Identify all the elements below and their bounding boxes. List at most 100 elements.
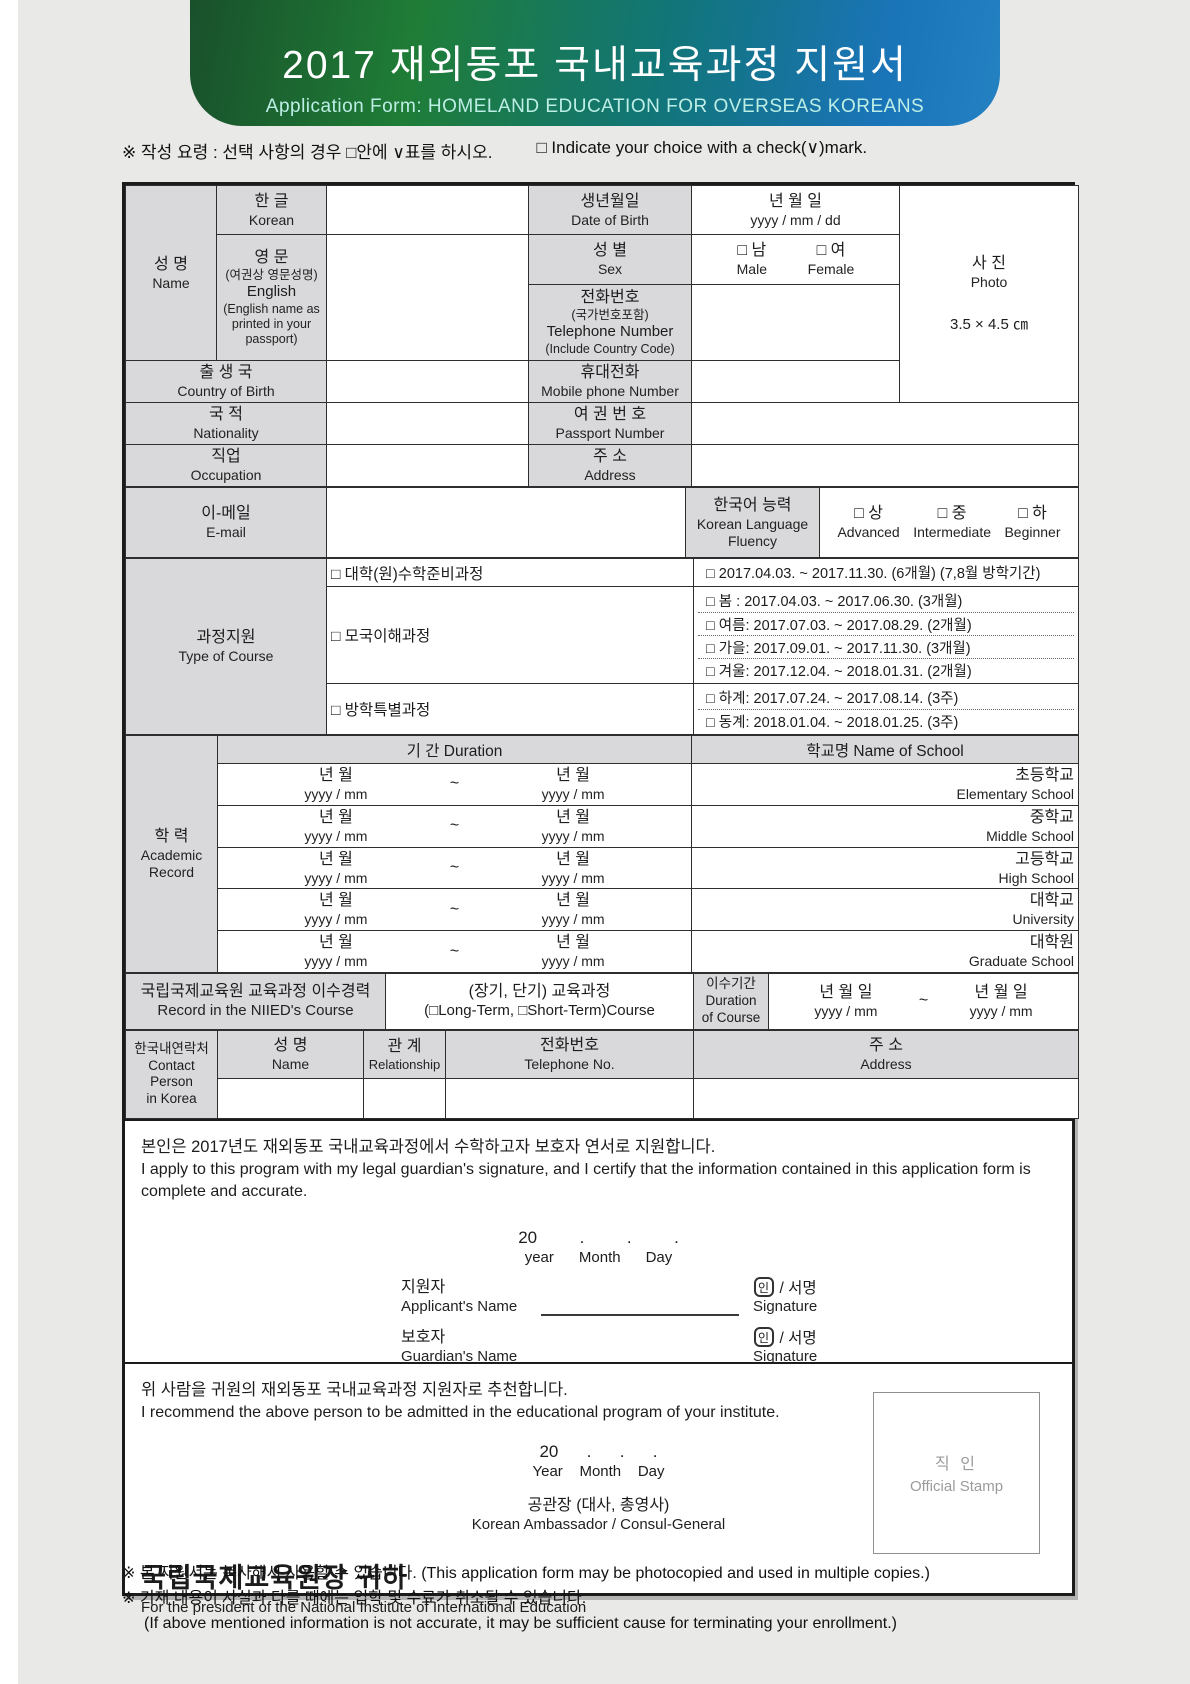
footer-note-3: (If above mentioned information is not a… [144, 1614, 897, 1632]
course-periods-university-prep: □ 2017.04.03. ~ 2017.11.30. (6개월) (7,8월 … [693, 558, 1079, 587]
declaration-english: I apply to this program with my legal gu… [141, 1160, 1031, 1200]
passport-field [691, 402, 1079, 445]
middle-school-field: 중학교 Middle School [691, 804, 1079, 848]
instruction-english: □ Indicate your choice with a check(∨)ma… [536, 138, 868, 157]
fluency-option-beginner: □ 하 Beginner [1004, 505, 1061, 541]
birth-country-label: 출 생 국 Country of Birth [125, 360, 327, 403]
course-option-vacation-special: □ 방학특별과정 [326, 683, 694, 735]
birth-country-field [326, 360, 529, 403]
course-option-university-prep: □ 대학(원)수학준비과정 [326, 558, 694, 587]
nationality-field [326, 402, 529, 445]
elementary-school-field: 초등학교 Elementary School [691, 763, 1079, 806]
period-line-summer-session: □ 하계: 2017.07.24. ~ 2017.08.14. (3주) [706, 691, 959, 707]
contact-name-header: 성 명 Name [217, 1029, 364, 1079]
occupation-field [326, 444, 529, 487]
footer-note-1: ※ 본 지원서는 복사해서 사용할 수 있습니다. (This applicat… [122, 1565, 930, 1582]
official-stamp-box: 직 인 Official Stamp [873, 1391, 1040, 1554]
contact-address-header: 주 소 Address [693, 1029, 1079, 1079]
recommendation-section: 위 사람을 귀원의 재외동포 국내교육과정 지원자로 추천합니다. I reco… [125, 1361, 1072, 1616]
niied-duration-label: 이수기간 Duration of Course [693, 972, 769, 1030]
application-form: 성 명 Name 한 글 Korean 생년월일 Date of Birth 년… [122, 182, 1079, 1616]
contact-relationship-header: 관 계 Relationship [363, 1029, 446, 1079]
duration-header: 기 간 Duration [217, 735, 692, 764]
high-school-field: 고등학교 High School [691, 846, 1079, 890]
guardian-signature-row: 보호자 Guardian's Name 인 / 서명 Signature [401, 1326, 1056, 1367]
korean-name-field [326, 185, 529, 235]
niied-course-term-field: (장기, 단기) 교육과정 (□Long-Term, □Short-Term)C… [385, 972, 694, 1030]
high-duration-field: 년 월 yyyy / mm ~ 년 월 yyyy / mm [217, 846, 692, 890]
elementary-duration-field: 년 월 yyyy / mm ~ 년 월 yyyy / mm [217, 763, 692, 806]
contact-person-table: 한국내연락처 Contact Person in Korea 성 명 Name … [125, 1029, 1079, 1119]
contact-person-label: 한국내연락처 Contact Person in Korea [125, 1029, 218, 1119]
korean-name-label: 한 글 Korean [216, 185, 327, 235]
declaration-section: 본인은 2017년도 재외동포 국내교육과정에서 수학하고자 보호자 연서로 지… [125, 1118, 1072, 1367]
recommendation-korean: 위 사람을 귀원의 재외동포 국내교육과정 지원자로 추천합니다. [141, 1380, 568, 1399]
period-line-winter: □ 겨울: 2017.12.04. ~ 2018.01.31. (2개월) [698, 658, 1074, 681]
niied-duration-field: 년 월 일 yyyy / mm ~ 년 월 일 yyyy / mm [768, 972, 1079, 1030]
form-subtitle: Application Form: HOMELAND EDUCATION FOR… [265, 96, 925, 117]
nationality-label: 국 적 Nationality [125, 402, 327, 445]
niied-record-label: 국립국제교육원 교육과정 이수경력 Record in the NIIED's … [125, 972, 386, 1030]
form-header-banner: 2017 재외동포 국내교육과정 지원서 Application Form: H… [190, 0, 1000, 126]
seal-icon: 인 [753, 1327, 774, 1348]
school-name-header: 학교명 Name of School [691, 735, 1079, 764]
declaration-date-labels: year Month Day [524, 1249, 673, 1267]
seal-icon: 인 [753, 1277, 774, 1298]
graduate-duration-field: 년 월 yyyy / mm ~ 년 월 yyyy / mm [217, 930, 692, 973]
address-label: 주 소 Address [528, 444, 692, 487]
instruction-korean: ※ 작성 요령 : 선택 사항의 경우 □안에 ∨표를 하시오. [122, 143, 493, 162]
dob-field: 년 월 일 yyyy / mm / dd [691, 185, 900, 235]
guardian-name-label: 보호자 Guardian's Name [401, 1329, 518, 1366]
seal-suffix: / 서명 [779, 1330, 817, 1348]
course-type-label: 과정지원 Type of Course [125, 558, 327, 735]
sex-field: □ 남 Male □ 여 Female [691, 234, 900, 285]
personal-info-table: 성 명 Name 한 글 Korean 생년월일 Date of Birth 년… [125, 185, 1079, 487]
contact-telephone-field [445, 1077, 694, 1119]
recommendation-date: 20 . . . Year Month Day [141, 1442, 1056, 1480]
academic-record-label: 학 력 Academic Record [125, 735, 218, 973]
university-field: 대학교 University [691, 888, 1079, 932]
applicant-signature-row: 지원자 Applicant's Name 인 / 서명 Signature [401, 1276, 1056, 1317]
applicant-signature-line [541, 1282, 739, 1317]
contact-relationship-field [363, 1077, 446, 1119]
declaration-date: 20 . . . year Month Day [141, 1228, 1056, 1266]
period-line-spring: □ 봄 : 2017.04.03. ~ 2017.06.30. (3개월) [706, 594, 963, 610]
english-name-field [326, 234, 529, 361]
contact-telephone-header: 전화번호 Telephone No. [445, 1029, 694, 1079]
email-label: 이-메일 E-mail [125, 487, 327, 558]
passport-label: 여 권 번 호 Passport Number [528, 402, 692, 445]
name-label: 성 명 Name [125, 185, 217, 361]
fluency-options: □ 상 Advanced □ 중 Intermediate □ 하 Beginn… [819, 487, 1079, 558]
mobile-field [691, 360, 900, 403]
recommendation-date-labels: Year Month Day [532, 1462, 665, 1480]
declaration-korean: 본인은 2017년도 재외동포 국내교육과정에서 수학하고자 보호자 연서로 지… [141, 1137, 716, 1156]
recommending-officer: 공관장 (대사, 총영사) Korean Ambassador / Consul… [471, 1496, 726, 1533]
addressee-english: For the president of the National Instit… [141, 1598, 587, 1616]
occupation-label: 직업 Occupation [125, 444, 327, 487]
stamp-korean: 직 인 [935, 1456, 978, 1474]
course-periods-vacation-special: □ 하계: 2017.07.24. ~ 2017.08.14. (3주) □ 동… [693, 683, 1079, 735]
declaration-date-numbers: 20 . . . [518, 1228, 679, 1248]
contact-address-field [693, 1077, 1079, 1119]
course-type-table: 과정지원 Type of Course □ 대학(원)수학준비과정 □ 2017… [125, 558, 1079, 735]
fluency-label: 한국어 능력 Korean Language Fluency [685, 487, 820, 558]
sex-label: 성 별 Sex [528, 234, 692, 285]
photo-size: 3.5 × 4.5 ㎝ [950, 315, 1028, 333]
recommendation-date-numbers: 20 . . . [539, 1441, 658, 1461]
fill-instruction: ※ 작성 요령 : 선택 사항의 경우 □안에 ∨표를 하시오. □ Indic… [122, 138, 1075, 163]
middle-duration-field: 년 월 yyyy / mm ~ 년 월 yyyy / mm [217, 804, 692, 848]
university-duration-field: 년 월 yyyy / mm ~ 년 월 yyyy / mm [217, 888, 692, 932]
niied-record-table: 국립국제교육원 교육과정 이수경력 Record in the NIIED's … [125, 972, 1079, 1030]
mobile-label: 휴대전화 Mobile phone Number [528, 360, 692, 403]
seal-suffix: / 서명 [779, 1280, 817, 1298]
dob-label: 생년월일 Date of Birth [528, 185, 692, 235]
sex-option-female: □ 여 Female [807, 242, 855, 278]
fluency-option-advanced: □ 상 Advanced [837, 505, 900, 541]
form-title: 2017 재외동포 국내교육과정 지원서 [282, 44, 908, 87]
period-line-fall: □ 가을: 2017.09.01. ~ 2017.11.30. (3개월) [698, 635, 1074, 658]
contact-name-field [217, 1077, 364, 1119]
email-fluency-table: 이-메일 E-mail 한국어 능력 Korean Language Fluen… [125, 487, 1079, 558]
addressee-korean: 국립국제교육원장 귀하 [141, 1562, 408, 1593]
sex-option-male: □ 남 Male [736, 242, 767, 278]
